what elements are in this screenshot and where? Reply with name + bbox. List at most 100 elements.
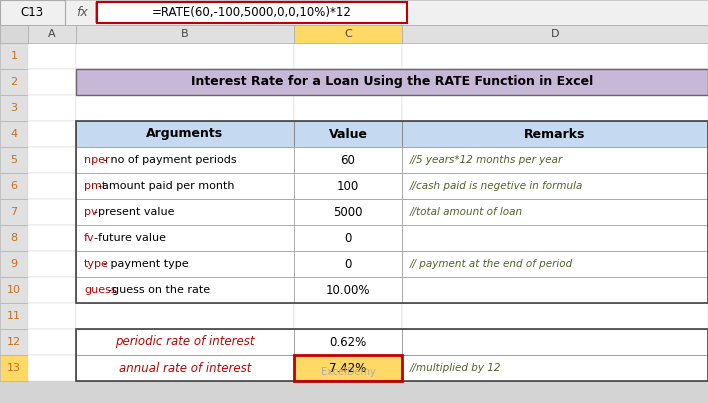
Bar — [0, 147, 28, 173]
Text: -guess on the rate: -guess on the rate — [108, 285, 210, 295]
Bar — [28, 147, 76, 173]
Bar — [0, 121, 28, 147]
Text: fx: fx — [76, 6, 88, 19]
Text: Interest Rate for a Loan Using the RATE Function in Excel: Interest Rate for a Loan Using the RATE … — [191, 75, 593, 89]
Text: 3: 3 — [11, 103, 18, 113]
Bar — [28, 355, 76, 381]
Bar — [76, 199, 294, 225]
Text: 5: 5 — [11, 155, 18, 165]
Bar — [0, 329, 28, 355]
Text: ExcelDemy: ExcelDemy — [321, 367, 375, 377]
Bar — [76, 173, 294, 199]
Bar — [28, 95, 76, 121]
Text: 0.62%: 0.62% — [329, 336, 367, 349]
Text: - payment type: - payment type — [103, 259, 189, 269]
Text: C: C — [344, 29, 352, 39]
Text: //multiplied by 12: //multiplied by 12 — [410, 363, 501, 373]
Bar — [402, 121, 708, 147]
Bar — [76, 355, 294, 381]
Text: 7.42%: 7.42% — [329, 361, 367, 374]
Bar — [402, 43, 708, 69]
Bar — [0, 303, 28, 329]
Text: pmt: pmt — [84, 181, 106, 191]
Bar — [95, 2, 96, 23]
Bar — [294, 121, 402, 147]
Bar — [0, 251, 28, 277]
Bar — [76, 329, 294, 355]
Bar — [294, 225, 402, 251]
Bar — [402, 355, 708, 381]
Text: pv: pv — [84, 207, 98, 217]
Bar — [294, 121, 402, 147]
Bar — [0, 0, 708, 25]
Bar — [294, 329, 402, 355]
Text: type: type — [84, 259, 109, 269]
Bar — [0, 173, 28, 199]
Bar — [76, 251, 294, 277]
Text: //5 years*12 months per year: //5 years*12 months per year — [410, 155, 564, 165]
Text: 0: 0 — [344, 231, 352, 245]
Bar — [402, 277, 708, 303]
Bar — [0, 43, 28, 69]
Text: - no of payment periods: - no of payment periods — [103, 155, 236, 165]
Text: 13: 13 — [7, 363, 21, 373]
Bar — [76, 43, 294, 69]
Bar — [76, 277, 294, 303]
Bar — [294, 199, 402, 225]
Bar — [76, 277, 294, 303]
Bar — [76, 69, 294, 95]
Bar — [294, 251, 402, 277]
Bar — [28, 329, 76, 355]
Bar — [294, 147, 402, 173]
Bar — [402, 95, 708, 121]
Bar — [402, 199, 708, 225]
Text: 60: 60 — [341, 154, 355, 166]
Bar — [294, 173, 402, 199]
Bar — [294, 355, 402, 381]
Bar — [402, 147, 708, 173]
Bar — [28, 251, 76, 277]
Text: 10: 10 — [7, 285, 21, 295]
Bar — [0, 199, 28, 225]
Text: 100: 100 — [337, 179, 359, 193]
Bar — [294, 43, 402, 69]
Bar — [76, 355, 294, 381]
Text: =RATE(60,-100,5000,0,0,10%)*12: =RATE(60,-100,5000,0,0,10%)*12 — [152, 6, 352, 19]
Bar — [0, 355, 28, 381]
Bar — [402, 173, 708, 199]
Bar — [28, 25, 76, 43]
Bar — [76, 25, 294, 43]
Bar — [402, 225, 708, 251]
Bar — [76, 329, 708, 381]
Text: 10.00%: 10.00% — [326, 283, 370, 297]
Bar — [402, 329, 708, 355]
Text: fv: fv — [84, 233, 95, 243]
Text: C13: C13 — [21, 6, 44, 19]
Bar — [402, 25, 708, 43]
Bar — [28, 225, 76, 251]
Bar — [402, 355, 708, 381]
Bar — [76, 225, 294, 251]
Bar — [294, 225, 402, 251]
Text: Arguments: Arguments — [147, 127, 224, 141]
Text: guess: guess — [84, 285, 117, 295]
Bar — [294, 251, 402, 277]
Bar — [76, 173, 294, 199]
Bar — [294, 25, 402, 43]
Bar — [76, 303, 294, 329]
Bar — [402, 173, 708, 199]
Text: Remarks: Remarks — [525, 127, 586, 141]
Text: 9: 9 — [11, 259, 18, 269]
Bar — [294, 277, 402, 303]
Bar — [76, 251, 294, 277]
Text: A: A — [48, 29, 56, 39]
Text: 0: 0 — [344, 258, 352, 270]
Bar — [294, 277, 402, 303]
Bar — [402, 69, 708, 95]
Bar — [294, 355, 402, 381]
Bar — [76, 121, 294, 147]
Bar — [0, 69, 28, 95]
Bar — [294, 147, 402, 173]
Bar — [76, 329, 294, 355]
Text: 2: 2 — [11, 77, 18, 87]
